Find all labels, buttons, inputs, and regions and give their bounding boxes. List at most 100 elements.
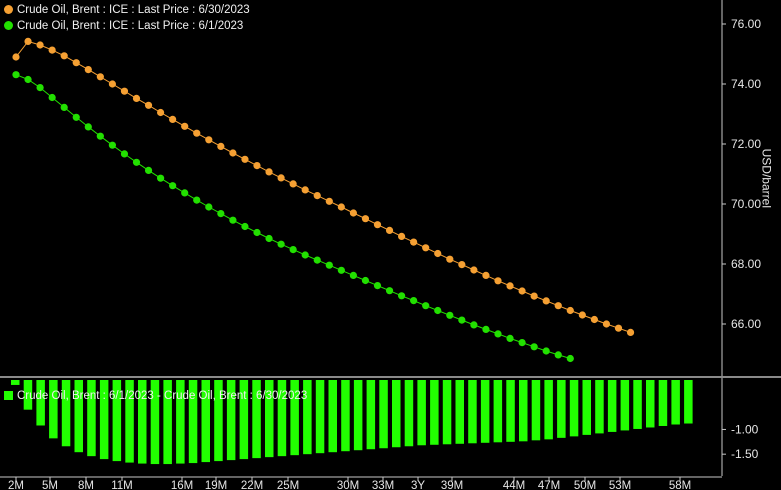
spread-bar bbox=[290, 380, 299, 456]
x-tick-label: 47M bbox=[538, 480, 560, 490]
spread-bar bbox=[125, 380, 134, 463]
spread-bar bbox=[392, 380, 401, 448]
x-tick-label: 50M bbox=[574, 480, 596, 490]
spread-bar bbox=[61, 380, 71, 447]
series-0-point bbox=[494, 277, 502, 285]
series-0-point bbox=[241, 155, 249, 163]
legend-item-spread: Crude Oil, Brent : 6/1/2023 - Crude Oil,… bbox=[4, 390, 307, 402]
spread-bar bbox=[23, 380, 33, 410]
series-1-point bbox=[205, 203, 213, 211]
series-0-point bbox=[313, 192, 321, 200]
series-1-point bbox=[120, 150, 129, 158]
series-0-point bbox=[337, 203, 345, 211]
series-0-point bbox=[12, 53, 20, 61]
series-0-point bbox=[602, 320, 611, 328]
series-1-point bbox=[410, 297, 418, 305]
series-0-point bbox=[446, 255, 454, 263]
legend-item-jun1: Crude Oil, Brent : ICE : Last Price : 6/… bbox=[4, 20, 243, 32]
series-0-point bbox=[410, 238, 418, 246]
series-0-point bbox=[398, 232, 406, 240]
x-tick-label: 19M bbox=[205, 480, 227, 490]
series-0-point bbox=[60, 52, 68, 60]
spread-bar bbox=[493, 380, 503, 443]
series-0-point bbox=[325, 197, 333, 205]
series-0-point bbox=[96, 73, 104, 81]
spread-bar bbox=[684, 380, 693, 424]
spread-bar bbox=[569, 380, 579, 437]
spread-bar bbox=[328, 380, 337, 453]
spread-bar bbox=[303, 380, 312, 455]
series-1-point bbox=[313, 256, 321, 264]
series-0-point bbox=[108, 80, 116, 88]
spread-bar bbox=[353, 380, 363, 451]
spread-bar bbox=[341, 380, 350, 452]
series-1-point bbox=[385, 287, 394, 295]
series-0-point bbox=[120, 87, 129, 95]
series-1-point bbox=[398, 292, 406, 300]
series-1-point bbox=[373, 282, 382, 290]
spread-bar bbox=[49, 380, 58, 439]
series-1-point bbox=[12, 71, 20, 79]
series-1-point bbox=[470, 321, 478, 329]
series-1-point bbox=[446, 311, 454, 319]
spread-bar bbox=[544, 380, 553, 440]
spread-bar bbox=[582, 380, 591, 435]
series-1-point bbox=[253, 228, 261, 237]
y-tick-label: 70.00 bbox=[731, 197, 761, 211]
series-1-point bbox=[144, 166, 153, 174]
series-0-point bbox=[626, 328, 635, 336]
series-0-point bbox=[229, 149, 237, 157]
series-1-point bbox=[108, 141, 116, 149]
series-0-point bbox=[470, 266, 478, 274]
series-1-point bbox=[193, 196, 201, 204]
x-tick-label: 8M bbox=[78, 480, 94, 490]
series-1-point bbox=[434, 306, 442, 315]
series-0-point bbox=[385, 226, 394, 234]
series-1-point bbox=[494, 330, 502, 338]
spread-bar bbox=[595, 380, 604, 434]
series-0-point bbox=[542, 297, 550, 305]
spread-bar bbox=[620, 380, 630, 431]
spread-bar bbox=[176, 380, 185, 464]
x-tick-label: 33M bbox=[372, 480, 394, 490]
spread-bar bbox=[506, 380, 515, 442]
x-tick-label: 22M bbox=[241, 480, 263, 490]
y-tick-label-bottom: -1.00 bbox=[731, 422, 759, 436]
spread-bar bbox=[188, 380, 198, 464]
series-1-point bbox=[265, 234, 273, 243]
spread-bar bbox=[607, 380, 617, 432]
x-tick-label: 5M bbox=[42, 480, 58, 490]
y-tick-label: 66.00 bbox=[731, 317, 761, 331]
spread-bar bbox=[417, 380, 426, 446]
spread-bar bbox=[531, 380, 541, 441]
series-1-point bbox=[554, 351, 562, 359]
series-1-point bbox=[157, 174, 165, 182]
series-0-point bbox=[554, 302, 562, 310]
series-1-point bbox=[518, 339, 526, 347]
spread-bar bbox=[74, 380, 83, 453]
series-0-point bbox=[217, 142, 225, 150]
spread-bar bbox=[11, 380, 20, 385]
spread-bar bbox=[430, 380, 439, 445]
spread-bar bbox=[519, 380, 528, 442]
series-1-point bbox=[84, 123, 92, 131]
spread-bar bbox=[138, 380, 147, 464]
series-1-point bbox=[24, 75, 32, 84]
spread-bar bbox=[150, 380, 160, 465]
series-1-point bbox=[361, 276, 370, 285]
series-0-point bbox=[132, 94, 141, 102]
y-axis-label: USD/barrel bbox=[759, 148, 773, 208]
series-1-point bbox=[506, 334, 514, 342]
series-0-point bbox=[506, 282, 514, 290]
series-0-point bbox=[614, 324, 623, 332]
series-1-point bbox=[229, 216, 237, 224]
series-0-point bbox=[277, 174, 285, 182]
y-tick-label: 68.00 bbox=[731, 257, 761, 271]
series-line-0 bbox=[15, 40, 631, 333]
spread-bar bbox=[112, 380, 122, 462]
spread-bar bbox=[163, 380, 172, 465]
series-1-point bbox=[72, 113, 80, 121]
series-1-point bbox=[60, 103, 68, 111]
series-1-point bbox=[169, 182, 177, 190]
